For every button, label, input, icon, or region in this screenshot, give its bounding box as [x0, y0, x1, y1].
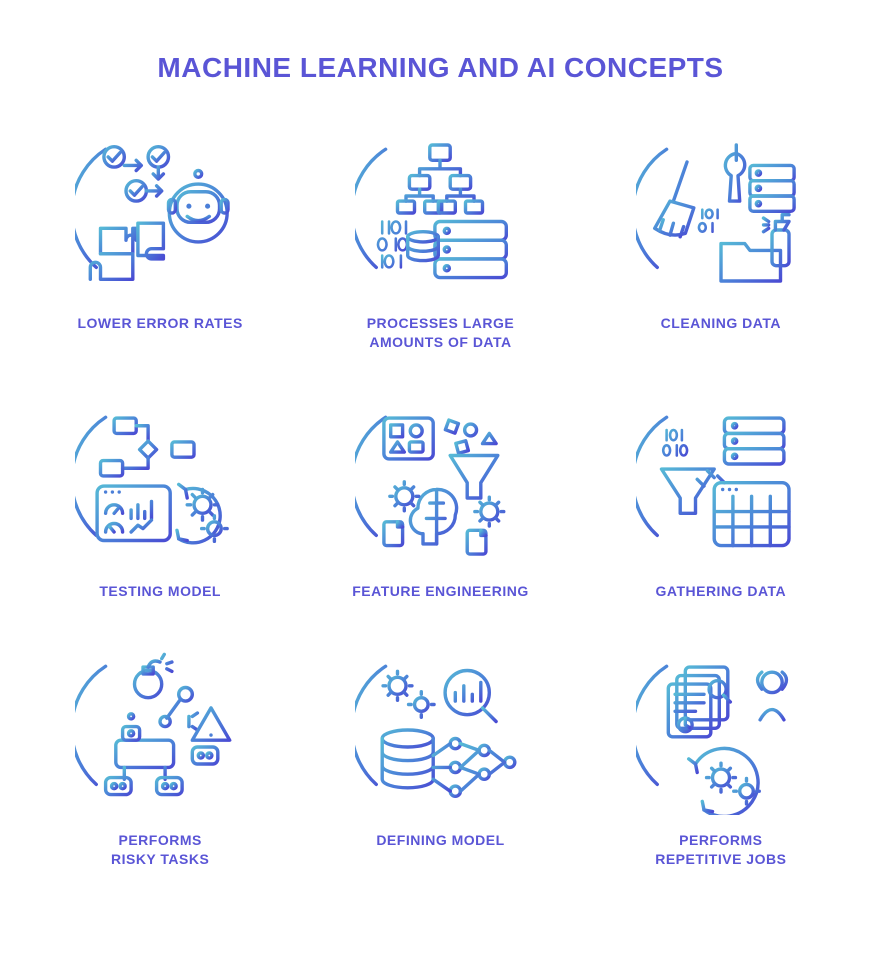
documents-person-cycle-gears-icon: [636, 645, 806, 815]
page-title: MACHINE LEARNING AND AI CONCEPTS: [157, 52, 723, 84]
cell-cleaning-data: CLEANING DATA: [609, 128, 833, 352]
cell-label: DEFINING MODEL: [376, 831, 504, 850]
cell-label: FEATURE ENGINEERING: [352, 582, 528, 601]
cell-label: CLEANING DATA: [661, 314, 781, 333]
robot-arm-bomb-rover-warning-icon: [75, 645, 245, 815]
robot-puzzle-checks-icon: [75, 128, 245, 298]
cell-defining-model: DEFINING MODEL: [328, 645, 552, 869]
cell-performs-repetitive-jobs: PERFORMS REPETITIVE JOBS: [609, 645, 833, 869]
broom-wrench-server-folder-spray-icon: [636, 128, 806, 298]
cell-processes-large-data: PROCESSES LARGE AMOUNTS OF DATA: [328, 128, 552, 352]
concept-grid: LOWER ERROR RATES: [48, 128, 833, 868]
cell-label: GATHERING DATA: [655, 582, 786, 601]
funnel-server-table-binary-icon: [636, 396, 806, 566]
gears-magnifier-bars-database-network-icon: [355, 645, 525, 815]
cell-label: PERFORMS REPETITIVE JOBS: [655, 831, 786, 869]
cell-label: TESTING MODEL: [99, 582, 221, 601]
cell-lower-error-rates: LOWER ERROR RATES: [48, 128, 272, 352]
cell-gathering-data: GATHERING DATA: [609, 396, 833, 601]
cell-feature-engineering: FEATURE ENGINEERING: [328, 396, 552, 601]
cell-label: LOWER ERROR RATES: [77, 314, 242, 333]
cell-label: PERFORMS RISKY TASKS: [111, 831, 209, 869]
cell-label: PROCESSES LARGE AMOUNTS OF DATA: [367, 314, 515, 352]
shapes-funnel-brain-gears-icon: [355, 396, 525, 566]
cell-performs-risky-tasks: PERFORMS RISKY TASKS: [48, 645, 272, 869]
hierarchy-database-binary-icon: [355, 128, 525, 298]
cell-testing-model: TESTING MODEL: [48, 396, 272, 601]
flowchart-dashboard-gears-cycle-icon: [75, 396, 245, 566]
